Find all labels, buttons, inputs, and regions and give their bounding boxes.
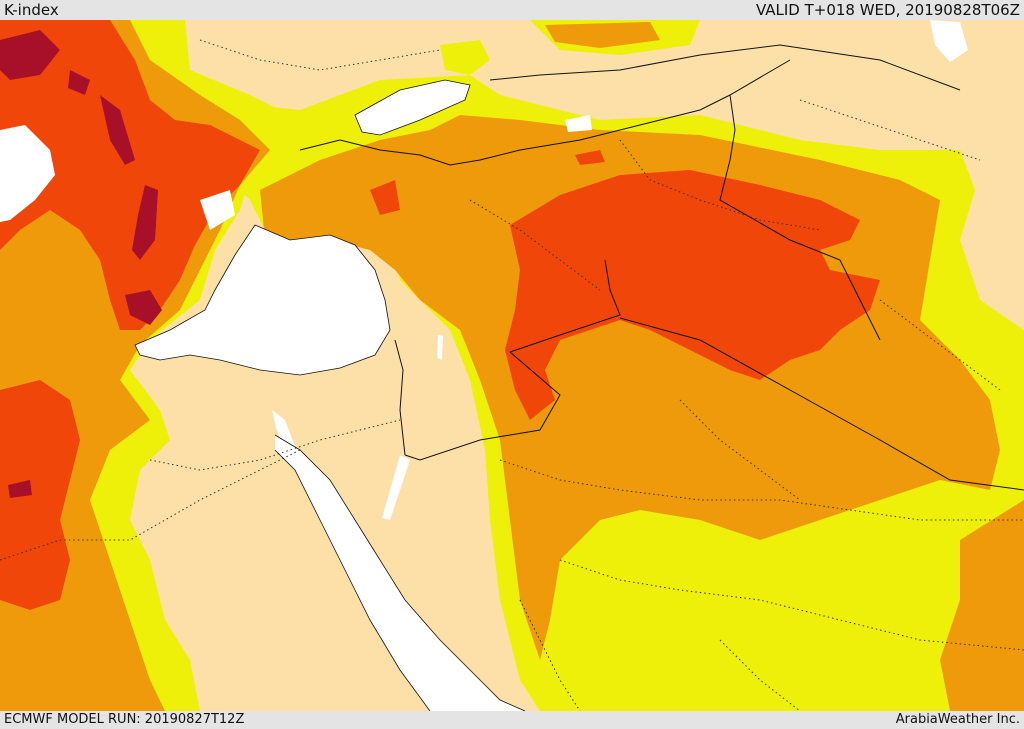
country-borders xyxy=(299,44,1024,491)
red-west-lower xyxy=(0,380,80,610)
aegean-inlet xyxy=(200,190,235,230)
border-syria-iraq xyxy=(509,259,621,353)
border-iraq-saudi xyxy=(619,317,1024,491)
red-anatolia xyxy=(0,20,260,330)
red-iraq xyxy=(505,170,880,420)
red-patch-north xyxy=(575,150,605,165)
weather-map[interactable] xyxy=(0,20,1024,711)
k-index-map-svg xyxy=(0,20,1024,711)
water-bodies xyxy=(0,20,968,711)
map-title: K-index xyxy=(4,1,59,19)
darkred-6 xyxy=(68,70,90,95)
k-index-level-4 xyxy=(0,30,162,498)
darkred-3 xyxy=(125,290,162,325)
model-run: ECMWF MODEL RUN: 20190827T12Z xyxy=(4,712,245,727)
border-jordan-saudi xyxy=(404,351,561,461)
caspian-edge xyxy=(930,20,968,62)
mediterranean-sea xyxy=(135,225,390,375)
valid-time: VALID T+018 WED, 20190828T06Z xyxy=(755,1,1020,19)
yellow-patch-cyprus xyxy=(440,40,490,75)
border-turkey-syria xyxy=(299,59,791,166)
border-iran-iraq xyxy=(719,94,881,341)
red-patch-syria xyxy=(370,180,400,215)
darkred-4 xyxy=(0,30,60,80)
coastlines xyxy=(134,79,526,711)
footer-bar: ECMWF MODEL RUN: 20190827T12Z ArabiaWeat… xyxy=(0,711,1024,729)
credit: ArabiaWeather Inc. xyxy=(895,712,1020,727)
black-sea-edge xyxy=(355,80,470,135)
red-sea xyxy=(275,435,525,711)
header-bar: K-index VALID T+018 WED, 20190828T06Z xyxy=(0,0,1024,20)
province-boundaries xyxy=(0,39,1024,711)
border-egypt-israel xyxy=(394,339,406,456)
gulf-of-suez xyxy=(272,410,300,462)
k-index-level-3 xyxy=(0,20,880,610)
lake-van-like xyxy=(565,115,592,132)
border-north xyxy=(489,44,961,91)
dead-sea xyxy=(437,335,443,360)
darkred-2 xyxy=(132,185,158,260)
mediterranean-west xyxy=(0,125,55,222)
orange-north-strip xyxy=(545,22,660,48)
darkred-5 xyxy=(8,480,32,498)
darkred-1 xyxy=(100,95,135,165)
orange-east-south xyxy=(940,500,1024,711)
gulf-of-aqaba xyxy=(382,455,410,520)
